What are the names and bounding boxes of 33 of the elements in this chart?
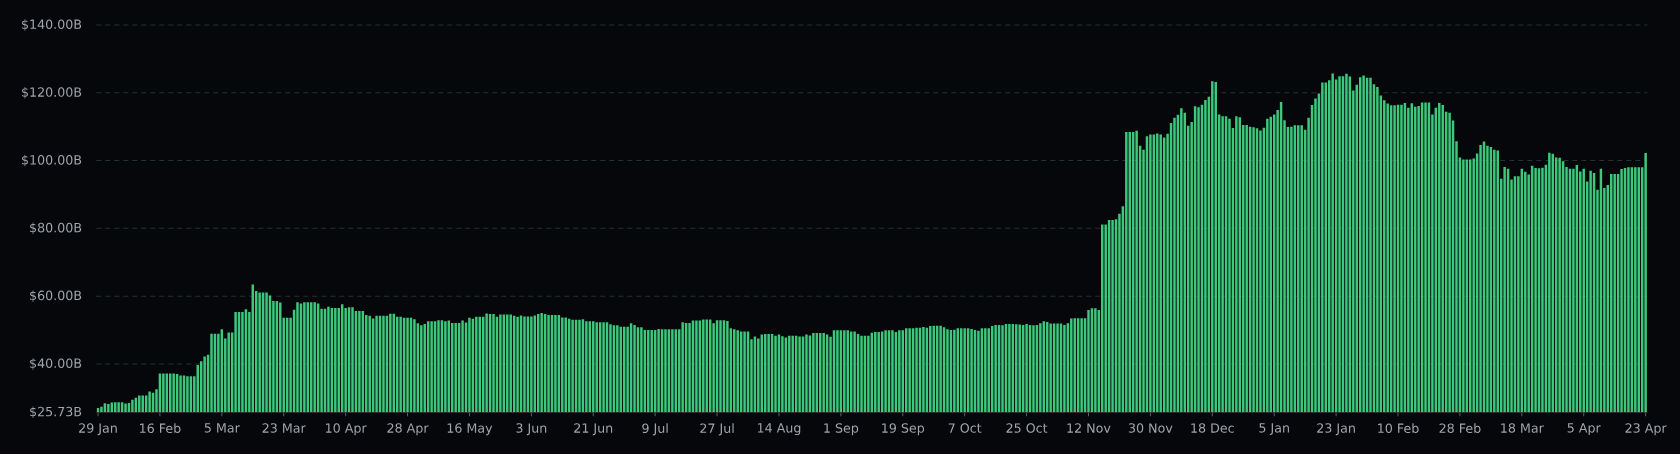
y-tick-label: $80.00B: [30, 222, 82, 235]
y-tick-label: $40.00B: [30, 358, 82, 370]
x-tick-label: 23 Apr: [1625, 423, 1667, 436]
y-tick-label: $140.00B: [22, 19, 82, 31]
x-tick-label: 16 May: [447, 423, 493, 436]
x-tick-label: 28 Feb: [1439, 423, 1481, 434]
x-tick-label: 3 Jun: [516, 423, 547, 436]
x-tick-label: 10 Feb: [1378, 423, 1419, 434]
x-tick-label: 21 Jun: [574, 423, 613, 436]
x-tick-label: 18 Dec: [1191, 423, 1234, 433]
x-tick-label: 9 Jul: [642, 423, 668, 436]
y-tick-label: $120.00B: [22, 87, 82, 99]
x-tick-label: 18 Mar: [1501, 423, 1544, 433]
y-tick-label: $100.00B: [22, 154, 82, 167]
x-tick-label: 7 Oct: [948, 423, 982, 433]
x-tick-label: 14 Aug: [757, 423, 801, 436]
x-tick-label: 29 Jan: [79, 423, 117, 436]
x-tick-label: 5 Mar: [204, 423, 240, 433]
x-tick-label: 10 Apr: [326, 423, 367, 436]
x-tick-label: 27 Jul: [700, 423, 734, 436]
x-tick-label: 30 Nov: [1128, 423, 1173, 433]
x-tick-label: 16 Feb: [140, 423, 181, 434]
x-tick-label: 28 Apr: [387, 423, 429, 436]
x-tick-label: 19 Sep: [882, 423, 925, 436]
x-tick-label: 5 Jan: [1259, 423, 1289, 435]
x-tick-label: 25 Oct: [1006, 423, 1048, 433]
x-tick-label: 23 Jan: [1317, 423, 1355, 436]
y-tick-label: $25.73B: [30, 406, 82, 419]
x-tick-label: 23 Mar: [262, 423, 306, 433]
x-tick-label: 5 Apr: [1567, 423, 1601, 436]
x-tick-label: 1 Sep: [824, 423, 859, 436]
x-tick-label: 12 Nov: [1067, 423, 1111, 433]
y-tick-label: $60.00B: [30, 290, 82, 302]
